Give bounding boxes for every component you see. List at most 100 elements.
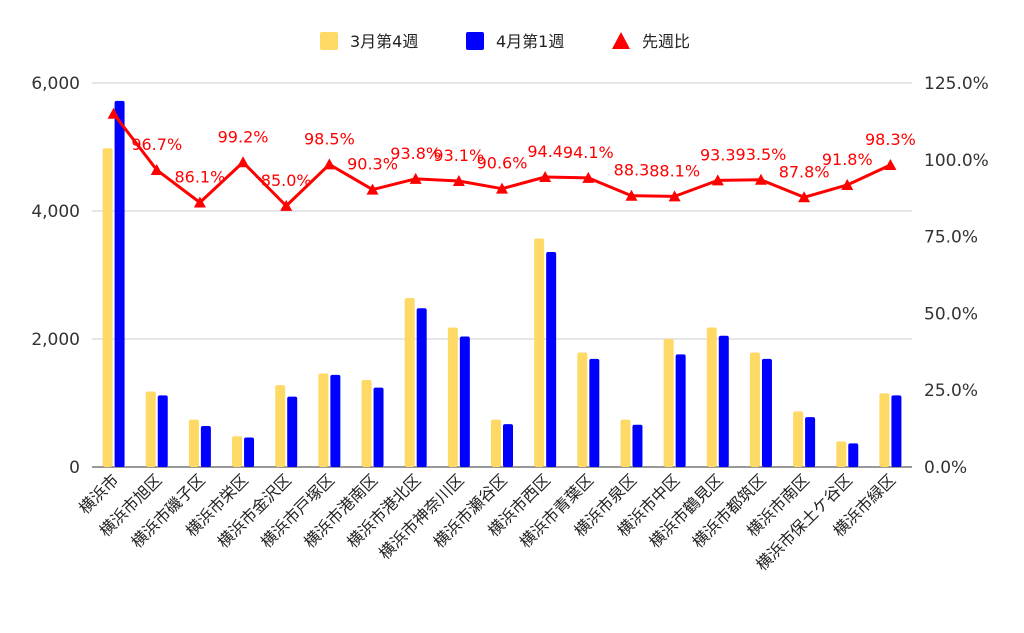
ratio-point <box>625 189 638 201</box>
ratio-point <box>711 174 724 186</box>
data-label: 98.3% <box>865 130 916 149</box>
bar <box>663 339 674 467</box>
data-label: 90.6% <box>477 154 528 173</box>
category-axis-labels: 横浜市横浜市旭区横浜市磯子区横浜市栄区横浜市金沢区横浜市戸塚区横浜市港南区横浜市… <box>75 470 899 574</box>
data-label: 93.1% <box>433 146 484 165</box>
bar <box>534 238 545 467</box>
bar <box>157 395 168 467</box>
bar <box>200 426 211 467</box>
ratio-point <box>193 196 206 208</box>
bar <box>459 336 470 467</box>
ratio-point <box>107 107 120 119</box>
bar <box>589 358 600 467</box>
bar <box>632 424 643 467</box>
bar <box>330 374 341 467</box>
bar <box>416 308 427 467</box>
bar <box>675 354 686 467</box>
ratio-point <box>754 173 767 185</box>
bar <box>275 385 286 467</box>
ratio-point <box>280 199 293 211</box>
ratio-point <box>323 158 336 170</box>
right-tick-label: 100.0% <box>924 151 989 171</box>
legend-swatch <box>320 32 338 50</box>
bar <box>848 443 859 467</box>
data-label: 96.7% <box>131 135 182 154</box>
right-tick-label: 25.0% <box>924 381 978 401</box>
ratio-point <box>798 191 811 203</box>
bar <box>891 395 902 467</box>
ratio-point <box>409 172 422 184</box>
ratio-point <box>841 178 854 190</box>
bar <box>718 335 729 467</box>
legend-label: 3月第4週 <box>350 32 418 51</box>
bar <box>361 379 372 467</box>
bar <box>706 327 717 467</box>
right-tick-label: 0.0% <box>924 458 967 478</box>
bar <box>805 417 816 467</box>
bar <box>620 419 631 467</box>
legend-label: 先週比 <box>642 32 690 51</box>
bar <box>114 100 125 468</box>
data-label: 85.0% <box>261 171 312 190</box>
bar <box>879 393 890 467</box>
data-label: 93.3 <box>700 145 736 164</box>
left-axis-ticks: 0 2,000 4,000 6,000 <box>31 74 80 478</box>
ratio-data-labels: 96.7% 86.1% 99.2% 85.0% 98.5% 90.3%93.8%93.1%… <box>131 127 916 190</box>
bar <box>749 352 760 467</box>
right-tick-label: 125.0% <box>924 74 989 94</box>
bar <box>836 441 847 467</box>
data-label: 91.8% <box>822 150 873 169</box>
bar <box>491 419 501 467</box>
data-label: 93.5% <box>736 145 787 164</box>
data-label: 88.1% <box>649 161 700 180</box>
bar <box>373 387 384 467</box>
gridlines <box>92 82 912 468</box>
bar <box>102 148 113 467</box>
data-label: 98.5% <box>304 129 355 148</box>
bar <box>404 298 415 467</box>
data-label: 88.3 <box>614 161 650 180</box>
data-label: 86.1% <box>174 168 225 187</box>
legend-swatch <box>466 32 484 50</box>
bar <box>447 327 458 467</box>
bar <box>232 436 243 467</box>
legend-label: 4月第1週 <box>496 32 564 51</box>
left-tick-label: 0 <box>69 458 80 478</box>
ratio-point <box>539 171 552 183</box>
ratio-point <box>668 190 681 202</box>
ratio-point <box>884 159 897 171</box>
data-label: 94.4 <box>527 142 563 161</box>
ratio-line-series <box>107 107 897 211</box>
left-tick-label: 2,000 <box>31 330 80 350</box>
ratio-point <box>237 156 250 168</box>
bar <box>318 373 329 467</box>
right-tick-label: 50.0% <box>924 304 978 324</box>
right-tick-label: 75.0% <box>924 228 978 248</box>
bar-series <box>102 100 902 468</box>
ratio-point <box>366 183 379 195</box>
bar <box>577 352 588 467</box>
data-label: 99.2% <box>218 127 269 146</box>
ratio-point <box>582 171 595 183</box>
data-label: 93.8% <box>390 144 441 163</box>
data-label: 90.3% <box>347 155 398 174</box>
bar <box>761 358 772 467</box>
left-tick-label: 4,000 <box>31 202 80 222</box>
data-label: 94.1% <box>563 143 614 162</box>
right-axis-ticks: 0.0% 25.0% 50.0% 75.0% 100.0% 125.0% <box>924 74 989 478</box>
bar <box>503 424 513 467</box>
bar <box>244 437 255 467</box>
bar <box>145 391 156 467</box>
bar <box>546 251 557 467</box>
legend-triangle-icon <box>612 32 630 49</box>
data-label: 87.8% <box>779 162 830 181</box>
left-tick-label: 6,000 <box>31 74 80 94</box>
ratio-point <box>496 182 508 194</box>
ratio-point <box>150 163 163 175</box>
ratio-point <box>452 174 465 186</box>
bar <box>793 411 804 467</box>
chart-legend: 3月第4週 4月第1週 先週比 <box>320 32 690 51</box>
bar <box>188 419 199 467</box>
bar <box>287 396 298 467</box>
